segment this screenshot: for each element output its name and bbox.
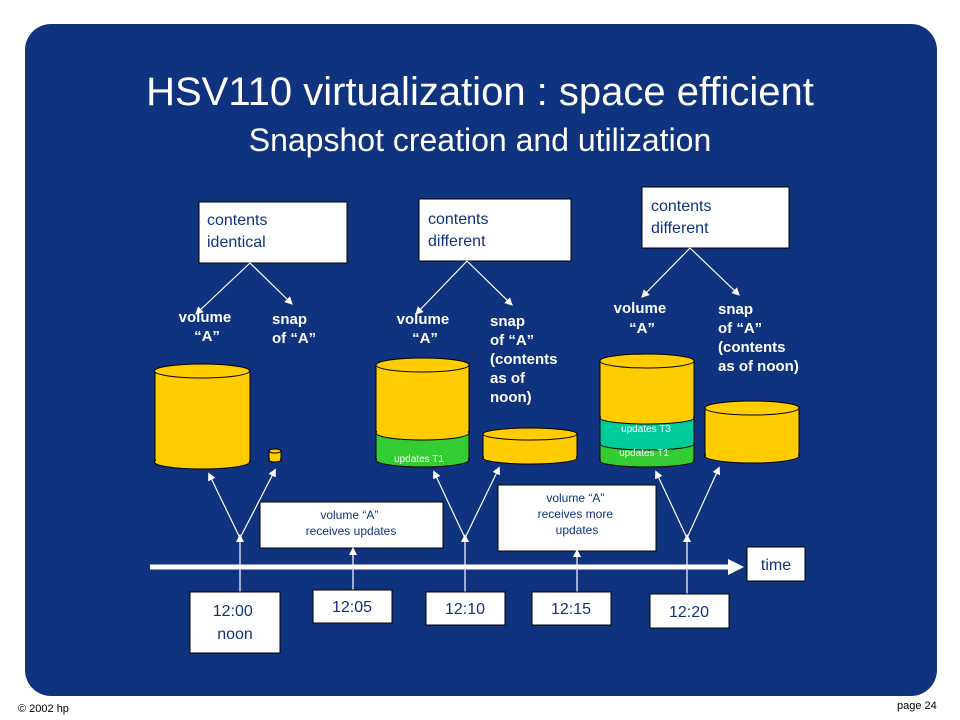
arrow-1220-to-volume (655, 470, 688, 539)
event-box-2 (497, 484, 657, 552)
time-box-1205 (312, 589, 393, 624)
slide-background (25, 24, 937, 696)
page-number: page 24 (897, 700, 937, 712)
contents-label-3: contents different (651, 198, 716, 237)
time-label-1220: 12:20 (669, 604, 709, 621)
time-box-1215 (531, 591, 612, 626)
volume-cylinder-2 (375, 357, 470, 468)
contents-box-3 (641, 186, 790, 249)
volume-label-3: volume “A” (614, 300, 671, 337)
arrow-1220-to-snap (686, 466, 720, 539)
slide-title: HSV110 virtualization : space efficient (146, 70, 814, 114)
snap-cylinder-2 (482, 427, 578, 465)
arrow-1210-to-snap (464, 466, 500, 539)
arrow-to-volume-1 (195, 262, 251, 315)
time-label: time (761, 557, 791, 574)
time-box (746, 546, 806, 582)
event-label-2: volume “A” receives more updates (538, 491, 617, 537)
arrow-to-volume-3 (641, 247, 691, 298)
updates-t1-label-3: updates T1 (619, 448, 669, 459)
arrow-1210-to-volume (433, 470, 466, 539)
arrow-noon-to-volume (208, 472, 241, 539)
time-box-1220 (649, 593, 730, 629)
contents-box-2 (418, 198, 572, 262)
volume-label-1: volume “A” (179, 309, 236, 345)
updates-t1-label-2: updates T1 (394, 454, 444, 465)
contents-label-2: contents different (428, 211, 493, 250)
snap-cylinder-3 (704, 400, 800, 464)
arrow-to-snap-2 (466, 260, 513, 306)
time-axis-arrowhead (728, 559, 744, 575)
time-box-1200 (189, 591, 281, 654)
contents-box-1 (198, 201, 348, 264)
contents-label-1: contents identical (207, 212, 272, 251)
arrow-to-snap-1 (249, 262, 293, 305)
arrow-to-snap-3 (689, 247, 740, 296)
snap-label-1: snap of “A” (272, 311, 316, 347)
event-label-1: volume “A” receives updates (306, 508, 397, 538)
volume-cylinder-3 (599, 353, 695, 468)
snap-label-3: snap of “A” (contents as of noon) (718, 301, 799, 375)
updates-t3-label-3: updates T3 (621, 424, 671, 435)
time-label-1205: 12:05 (332, 599, 372, 616)
volume-cylinder-1 (154, 363, 251, 470)
snap-label-2: snap of “A” (contents as of noon) (490, 313, 562, 406)
time-label-1215: 12:15 (551, 601, 591, 618)
time-label-1200: 12:00 noon (213, 603, 258, 643)
arrow-to-volume-2 (415, 260, 468, 315)
volume-label-2: volume “A” (397, 311, 454, 347)
slide-subtitle: Snapshot creation and utilization (248, 122, 712, 158)
time-box-1210 (425, 591, 506, 626)
copyright-footer: © 2002 hp (18, 703, 69, 715)
arrow-noon-to-snap (239, 468, 276, 539)
snap-cylinder-1 (268, 448, 282, 463)
time-label-1210: 12:10 (445, 601, 485, 618)
